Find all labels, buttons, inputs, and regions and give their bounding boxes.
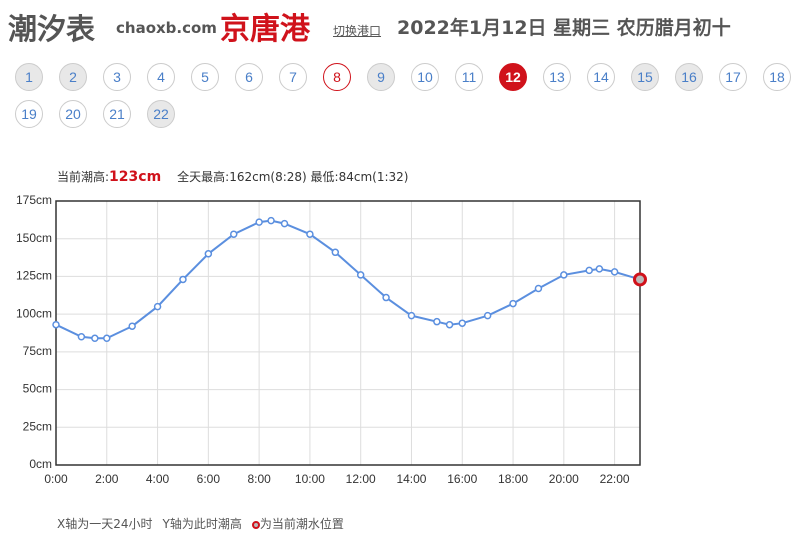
day-button[interactable]: 1 (15, 63, 43, 91)
x-tick-label: 6:00 (197, 472, 221, 486)
x-note: X轴为一天24小时 (57, 517, 153, 531)
tide-line (55, 219, 641, 340)
point (103, 334, 111, 343)
point (585, 266, 593, 275)
day-button[interactable]: 16 (675, 63, 703, 91)
y-tick-label: 50cm (23, 382, 52, 396)
point (77, 333, 86, 341)
point (560, 271, 568, 279)
day-button[interactable]: 12 (499, 63, 527, 91)
point (534, 284, 543, 293)
day-button[interactable]: 18 (763, 63, 791, 91)
notes: X轴为一天24小时 Y轴为此时潮高 为当前潮水位置 (57, 515, 344, 532)
y-tick-label: 125cm (16, 269, 52, 283)
current-label: 当前潮高: (57, 170, 110, 184)
point (407, 311, 416, 320)
tide-info: 当前潮高:123cm 全天最高:162cm(8:28) 最低:84cm(1:32) (57, 168, 408, 185)
point (458, 319, 467, 327)
x-tick-label: 10:00 (295, 472, 325, 486)
point (229, 230, 238, 238)
day-button[interactable]: 22 (147, 100, 175, 128)
x-tick-label: 14:00 (396, 472, 426, 486)
point (595, 265, 604, 273)
day-button[interactable]: 6 (235, 63, 263, 91)
y-tick-label: 150cm (16, 231, 52, 245)
day-button[interactable]: 13 (543, 63, 571, 91)
point (433, 317, 441, 326)
current-point (633, 272, 647, 287)
day-button[interactable]: 11 (455, 63, 483, 91)
point (255, 218, 263, 226)
day-button[interactable]: 21 (103, 100, 131, 128)
y-tick-label: 25cm (23, 419, 52, 433)
day-button[interactable]: 2 (59, 63, 87, 91)
point (280, 219, 289, 228)
extremes: 全天最高:162cm(8:28) 最低:84cm(1:32) (177, 170, 409, 184)
switch-port-link[interactable]: 切换港口 (333, 24, 382, 38)
day-button[interactable]: 15 (631, 63, 659, 91)
point (445, 320, 454, 329)
point (509, 299, 517, 308)
day-button[interactable]: 14 (587, 63, 615, 91)
point (204, 250, 213, 258)
point (179, 275, 187, 284)
point (306, 230, 314, 238)
site-name: chaoxb.com (116, 19, 217, 37)
x-tick-label: 16:00 (447, 472, 477, 486)
point (128, 322, 136, 330)
y-tick-label: 0cm (29, 457, 52, 471)
day-button[interactable]: 4 (147, 63, 175, 91)
point (91, 334, 99, 343)
y-tick-label: 100cm (16, 306, 52, 320)
x-tick-label: 8:00 (247, 472, 271, 486)
day-button[interactable]: 20 (59, 100, 87, 128)
current-value: 123cm (109, 169, 162, 185)
logo: 潮汐表 (8, 12, 96, 46)
plot-frame (55, 200, 641, 466)
x-tick-label: 2:00 (95, 472, 119, 486)
point (267, 216, 275, 225)
port-name: 京唐港 (220, 12, 310, 47)
x-tick-label: 4:00 (146, 472, 170, 486)
y-tick-label: 175cm (16, 193, 52, 207)
marker-icon (251, 521, 260, 529)
x-tick-label: 22:00 (600, 472, 630, 486)
point (610, 268, 619, 276)
x-tick-label: 18:00 (498, 472, 528, 486)
point (331, 248, 340, 257)
point (483, 311, 492, 320)
day-button[interactable]: 8 (323, 63, 351, 91)
x-tick-label: 20:00 (549, 472, 579, 486)
day-button[interactable]: 9 (367, 63, 395, 91)
x-tick-label: 0:00 (44, 472, 68, 486)
day-button[interactable]: 17 (719, 63, 747, 91)
day-button[interactable]: 3 (103, 63, 131, 91)
day-button[interactable]: 5 (191, 63, 219, 91)
point (153, 302, 162, 311)
point (382, 293, 390, 302)
day-button[interactable]: 7 (279, 63, 307, 91)
day-button[interactable]: 19 (15, 100, 43, 128)
y-tick-label: 75cm (23, 344, 52, 358)
date: 2022年1月12日 星期三 农历腊月初十 (397, 17, 731, 39)
x-tick-label: 12:00 (346, 472, 376, 486)
point (356, 271, 365, 279)
point (52, 320, 60, 329)
y-note: Y轴为此时潮高 (162, 517, 242, 531)
marker-note: 为当前潮水位置 (259, 517, 344, 531)
day-button[interactable]: 10 (411, 63, 439, 91)
